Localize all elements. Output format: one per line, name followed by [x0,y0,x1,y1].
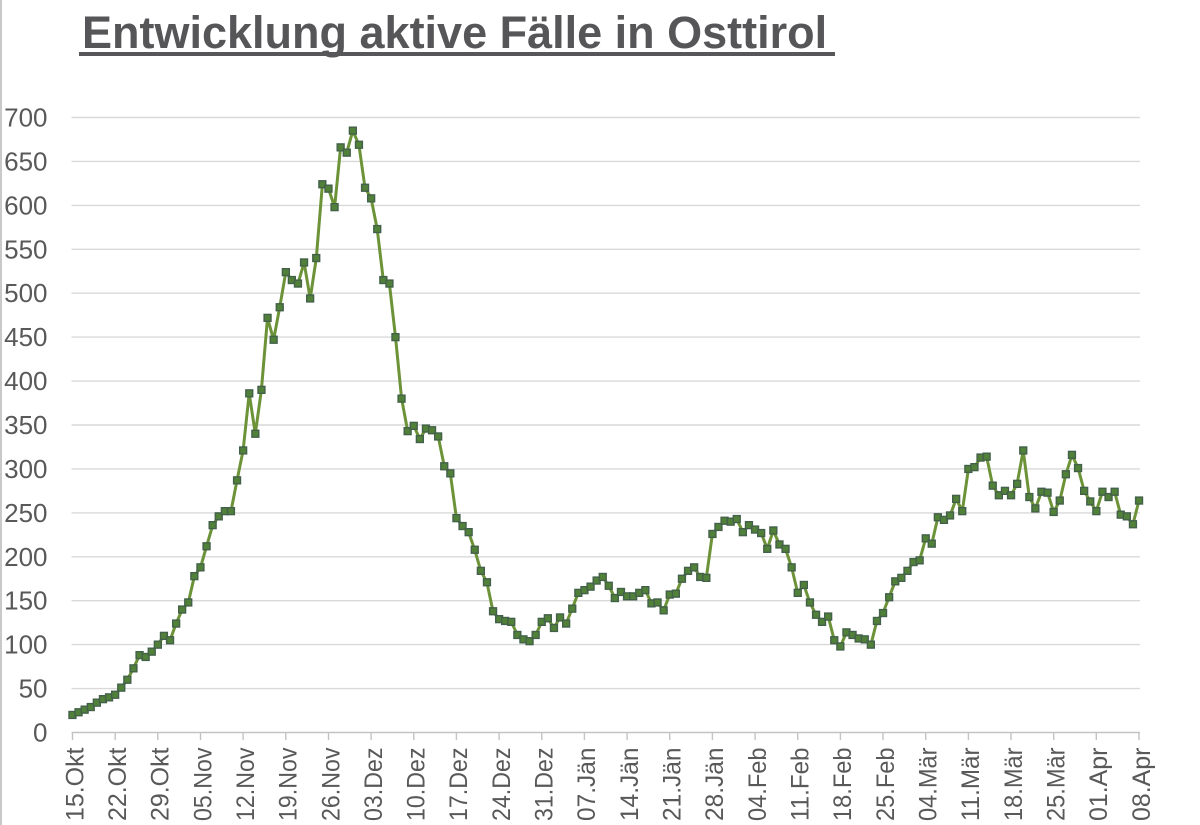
svg-text:600: 600 [4,190,47,220]
svg-text:550: 550 [4,234,47,264]
svg-text:25.Feb: 25.Feb [872,748,900,822]
svg-text:19.Nov: 19.Nov [275,747,303,821]
svg-text:05.Nov: 05.Nov [189,747,217,821]
svg-text:11.Mär: 11.Mär [957,748,985,822]
svg-text:22.Okt: 22.Okt [104,747,132,821]
svg-text:300: 300 [4,454,47,484]
svg-text:08.Apr: 08.Apr [1128,748,1156,822]
svg-text:10.Dez: 10.Dez [403,748,431,822]
svg-text:31.Dez: 31.Dez [531,748,559,822]
svg-text:07.Jän: 07.Jän [573,748,601,822]
svg-text:150: 150 [4,586,47,616]
svg-text:01.Apr: 01.Apr [1085,748,1113,822]
svg-text:15.Okt: 15.Okt [61,747,89,821]
svg-text:12.Nov: 12.Nov [232,747,260,821]
svg-text:400: 400 [4,366,47,396]
svg-text:24.Dez: 24.Dez [488,748,516,822]
svg-text:650: 650 [4,146,47,176]
svg-text:350: 350 [4,410,47,440]
svg-text:04.Mär: 04.Mär [915,748,943,822]
svg-text:14.Jän: 14.Jän [616,748,644,822]
svg-text:250: 250 [4,498,47,528]
svg-text:28.Jän: 28.Jän [701,748,729,822]
svg-text:500: 500 [4,278,47,308]
svg-text:26.Nov: 26.Nov [317,747,345,821]
svg-text:29.Okt: 29.Okt [147,747,175,821]
svg-text:25.Mär: 25.Mär [1043,748,1071,822]
svg-text:18.Mär: 18.Mär [1000,748,1028,822]
svg-text:17.Dez: 17.Dez [445,748,473,822]
svg-text:0: 0 [33,718,47,748]
svg-text:11.Feb: 11.Feb [787,748,815,822]
svg-text:50: 50 [19,674,48,704]
svg-text:21.Jän: 21.Jän [659,748,687,822]
svg-text:03.Dez: 03.Dez [360,748,388,822]
svg-text:100: 100 [4,630,47,660]
svg-text:200: 200 [4,542,47,572]
svg-text:450: 450 [4,322,47,352]
svg-text:04.Feb: 04.Feb [744,748,772,822]
svg-text:700: 700 [4,103,47,133]
svg-text:18.Feb: 18.Feb [829,748,857,822]
